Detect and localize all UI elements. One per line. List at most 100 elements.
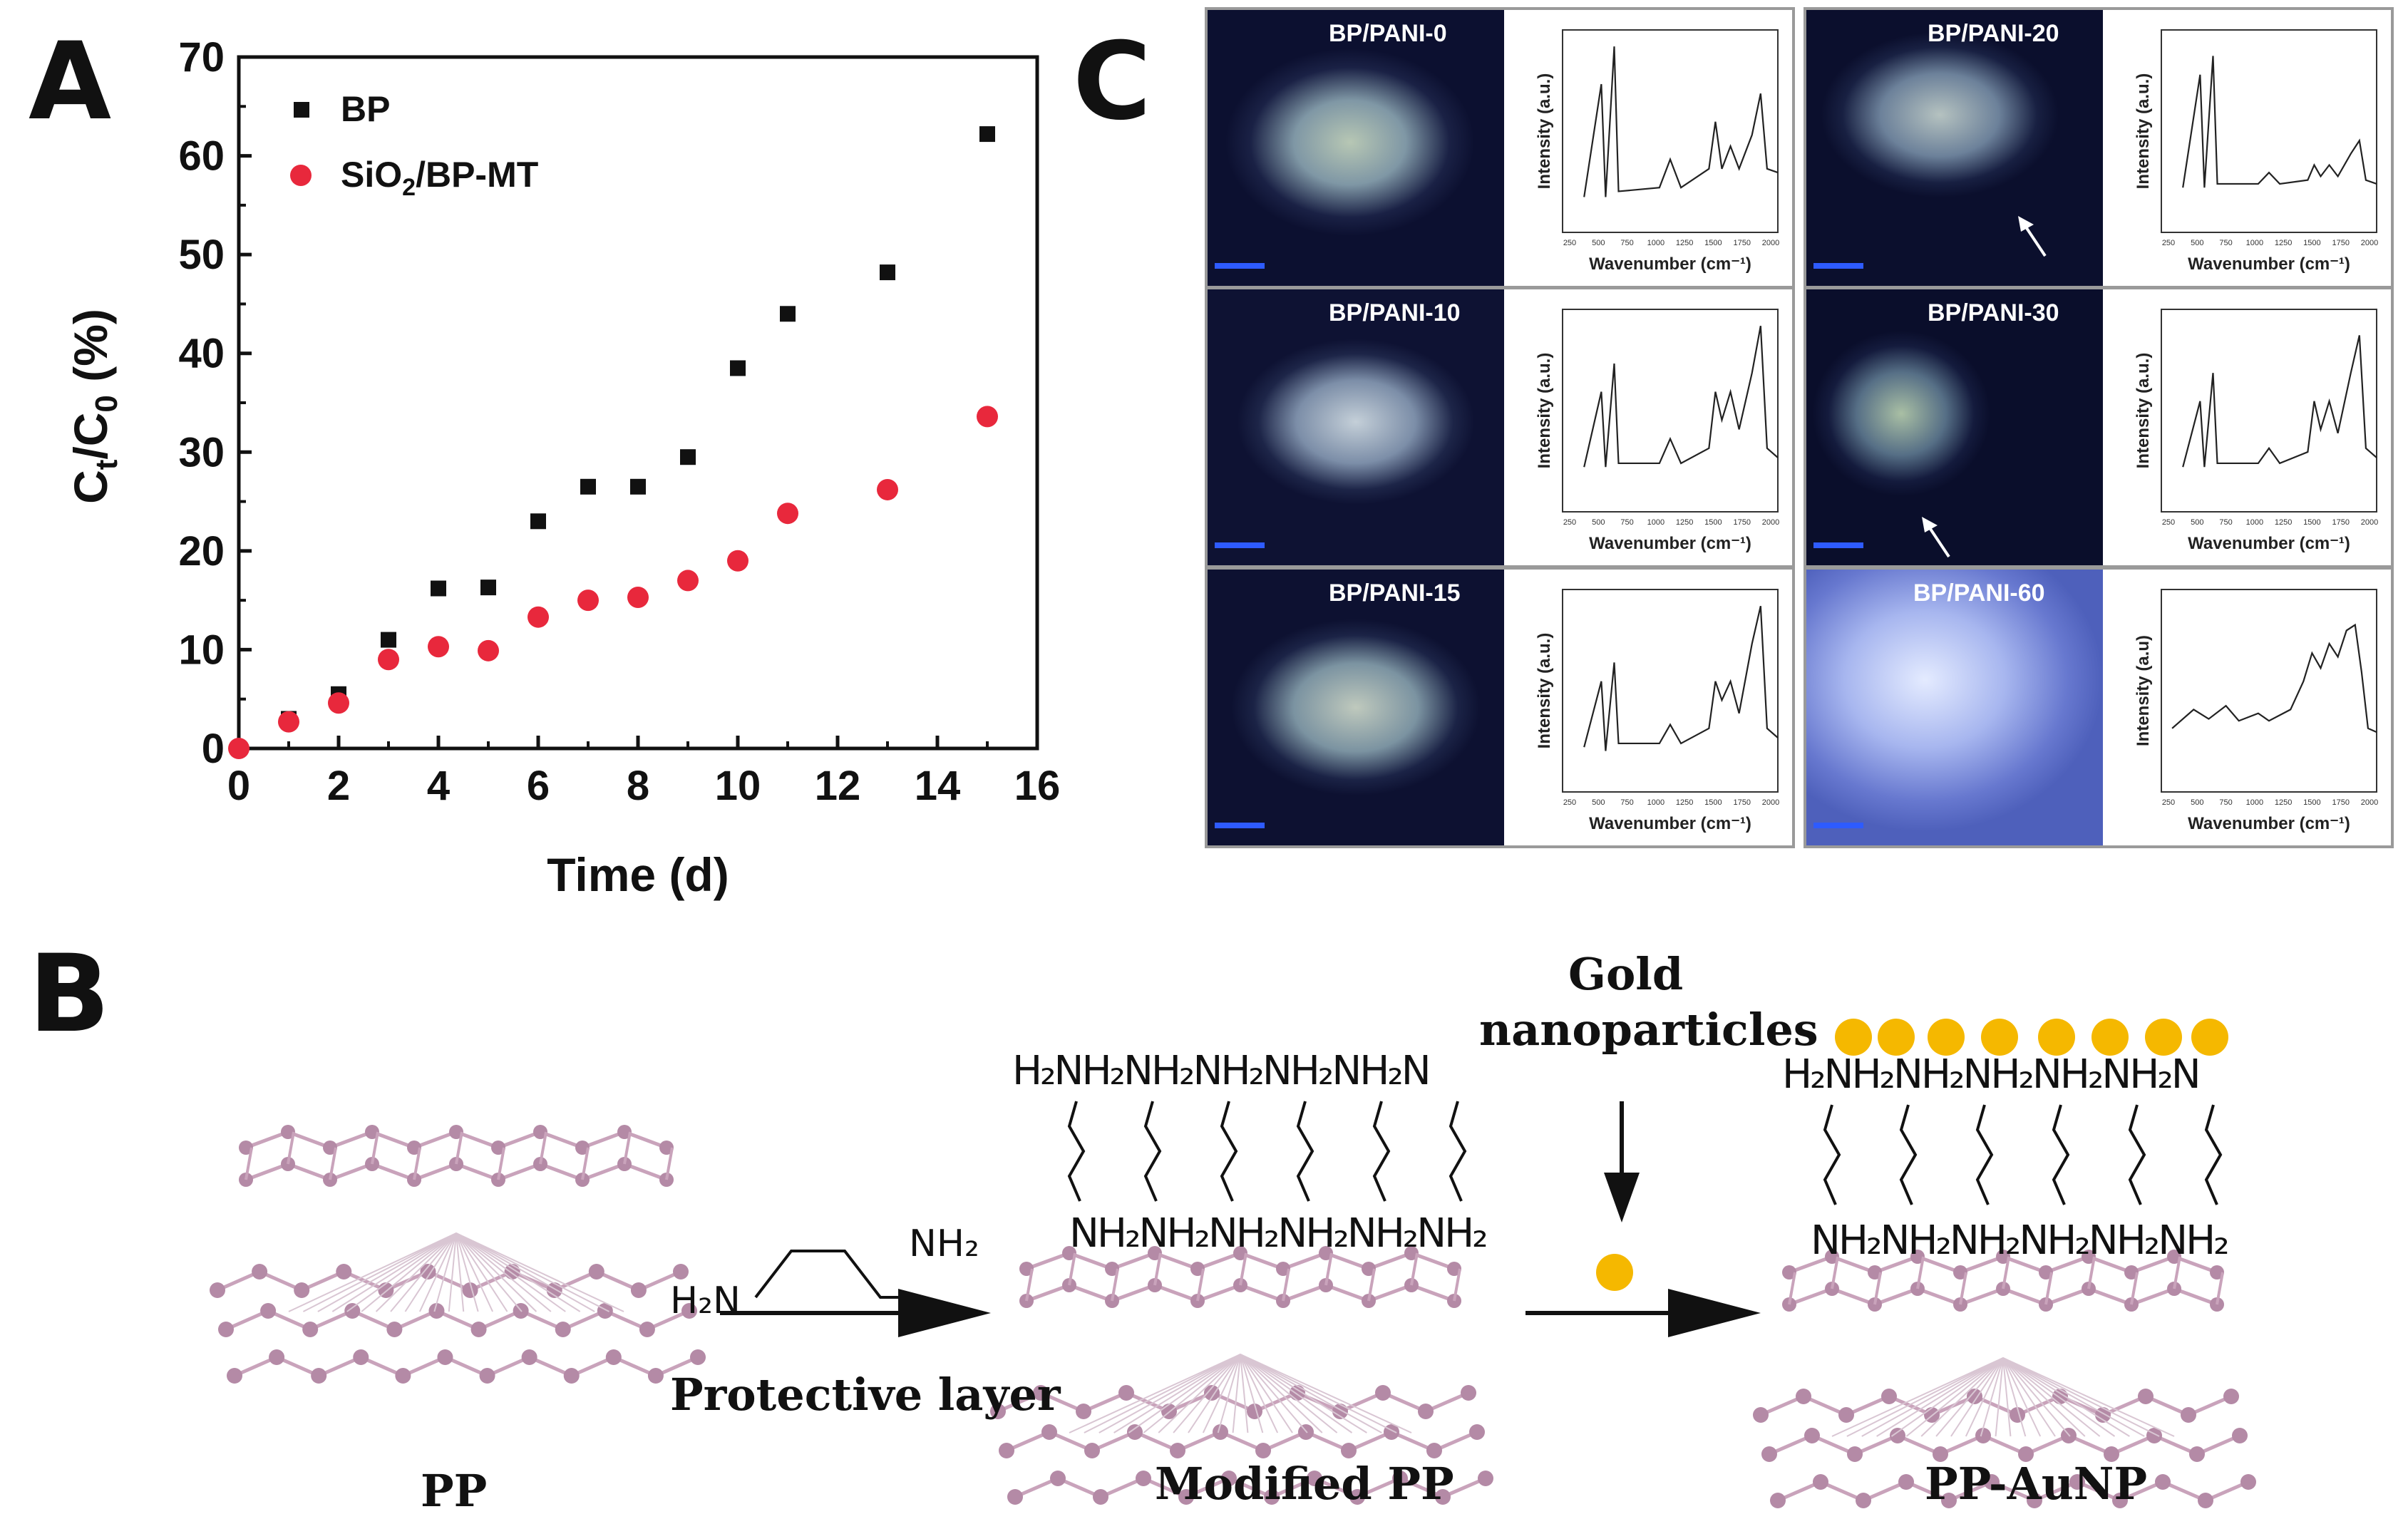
- spectrum-tick-label: 250: [1563, 239, 1576, 247]
- spectrum-y-title: Intensity (a.u.): [2134, 353, 2153, 469]
- legend-label-bp: BP: [341, 89, 390, 129]
- raman-spectrum: 250 500 750 1000 1250 1500 1750 2000 Wavenumber …: [1507, 570, 1792, 845]
- point-sio2-bp-mt: [627, 586, 649, 608]
- spectrum-tick-label: 2000: [2361, 798, 2378, 807]
- x-tick-label: 6: [527, 763, 550, 809]
- spectrum-tick-label: 1250: [1676, 798, 1693, 807]
- spectrum-tick-label: 750: [2219, 239, 2232, 247]
- scale-bar: [1215, 263, 1265, 269]
- micrograph-image: BP/PANI-60: [1806, 570, 2103, 845]
- micrograph-image: BP/PANI-20: [1806, 10, 2103, 286]
- sample-label: BP/PANI-20: [1928, 20, 2059, 47]
- spectrum-tick-label: 250: [1563, 518, 1576, 527]
- micrograph-image: BP/PANI-30: [1806, 289, 2103, 565]
- point-bp: [979, 126, 995, 143]
- spectrum-tick-label: 250: [2162, 798, 2175, 807]
- spectrum-tick-label: 1250: [1676, 239, 1693, 247]
- linker-chain: [1823, 1104, 1841, 1205]
- gold-nanoparticle: [2191, 1019, 2228, 1056]
- linker-chain: [1449, 1101, 1467, 1202]
- linker-chain: [1067, 1101, 1086, 1202]
- spectrum-frame: [2161, 309, 2377, 513]
- spectrum-line: [2182, 56, 2377, 188]
- protective-layer-label: Protective layer: [670, 1369, 1061, 1421]
- point-bp: [381, 632, 396, 648]
- schematic-panel: H₂N NH₂ H₂NH₂NH₂NH₂NH₂NH₂N NH₂NH₂NH₂NH₂N…: [0, 898, 2408, 1524]
- point-sio2-bp-mt: [378, 649, 399, 671]
- pp-label: PP: [421, 1465, 488, 1517]
- scale-bar: [1215, 542, 1265, 548]
- sample-panel: BP/PANI-0 250 500 750 1000 1250 1500 1750 2000 Wa…: [1205, 7, 1795, 289]
- spectrum-frame: [2161, 589, 2377, 793]
- y-axis-title: Ct/C0 (%): [64, 309, 124, 504]
- x-axis-title: Time (d): [547, 848, 729, 901]
- spectrum-y-title: Intensity (a.u.): [1535, 73, 1554, 190]
- release-scatter-chart: 0 2 4 6 8 10 12 14 16 0 10 20 30 40 50 60 70 Time (d) Ct…: [64, 34, 1061, 901]
- scale-bar: [1813, 823, 1863, 828]
- linker-chain: [1220, 1101, 1238, 1202]
- spectrum-x-title: Wavenumber (cm⁻¹): [2188, 534, 2350, 553]
- x-tick-label: 4: [427, 763, 450, 809]
- schematic-drawing: [210, 1019, 2256, 1508]
- spectrum-y-title: Intensity (a.u): [2134, 635, 2153, 746]
- sample-panel: BP/PANI-60 250 500 750 1000 1250 1500 1750 2000 W…: [1804, 567, 2394, 848]
- spectrum-tick-label: 2000: [1762, 798, 1779, 807]
- point-bp: [780, 306, 796, 322]
- spectrum-tick-label: 1000: [2246, 798, 2263, 807]
- point-bp: [431, 580, 446, 597]
- spectrum-tick-label: 1500: [1704, 518, 1722, 527]
- spectrum-tick-label: 1250: [2275, 518, 2292, 527]
- spectrum-tick-label: 1500: [2303, 518, 2320, 527]
- sample-label: BP/PANI-10: [1329, 299, 1461, 326]
- point-bp: [680, 449, 696, 465]
- y-tick-label: 70: [178, 34, 225, 81]
- y-tick-label: 30: [178, 429, 225, 475]
- spectrum-tick-label: 2000: [2361, 518, 2378, 527]
- scale-bar: [1215, 823, 1265, 828]
- arrow-gold-deposition: [1525, 1289, 1761, 1337]
- spectrum-x-title: Wavenumber (cm⁻¹): [1589, 254, 1751, 274]
- sample-label: BP/PANI-30: [1928, 299, 2059, 326]
- x-tick-label: 16: [1014, 763, 1061, 809]
- spectrum-tick-label: 750: [1620, 798, 1633, 807]
- gold-nanoparticle: [1928, 1019, 1965, 1056]
- spectrum-tick-label: 1000: [1647, 518, 1664, 527]
- gold-nanoparticle: [1878, 1019, 1915, 1056]
- modified-pp-label: Modified PP: [1155, 1458, 1454, 1510]
- raman-spectrum: 250 500 750 1000 1250 1500 1750 2000 Wavenumber …: [2106, 10, 2391, 286]
- y-tick-label: 20: [178, 528, 225, 575]
- sample-label: BP/PANI-15: [1329, 580, 1461, 607]
- raman-spectrum: 250 500 750 1000 1250 1500 1750 2000 Wavenumber …: [2106, 570, 2391, 845]
- spectrum-tick-label: 500: [2191, 239, 2203, 247]
- point-sio2-bp-mt: [328, 692, 349, 714]
- gold-label-line1: Gold: [1568, 948, 1684, 1000]
- y-tick-label: 60: [178, 133, 225, 180]
- spectrum-tick-label: 1250: [2275, 798, 2292, 807]
- legend-marker-bp: [294, 102, 309, 118]
- spectrum-line: [1583, 326, 1779, 468]
- sample-panel: BP/PANI-20 250 500 750 1000 1250 1500 1750 2000 W…: [1804, 7, 2394, 289]
- spectrum-x-title: Wavenumber (cm⁻¹): [1589, 814, 1751, 833]
- spectrum-frame: [1562, 589, 1779, 793]
- spectrum-tick-label: 750: [2219, 518, 2232, 527]
- point-bp: [730, 360, 746, 376]
- y-tick-label: 40: [178, 331, 225, 377]
- x-tick-label: 10: [715, 763, 761, 809]
- spectrum-tick-label: 1750: [2332, 798, 2349, 807]
- spectrum-frame: [2161, 29, 2377, 233]
- diamine-chain: [754, 1250, 909, 1299]
- gold-nanoparticle: [1835, 1019, 1872, 1056]
- micrograph-image: BP/PANI-15: [1208, 570, 1504, 845]
- spectrum-tick-label: 1000: [1647, 239, 1664, 247]
- spectrum-tick-label: 1500: [1704, 239, 1722, 247]
- linker-chain: [1975, 1104, 1994, 1205]
- pp-aunp-lattice: [1753, 1250, 2256, 1508]
- diamine-right-amine: NH₂: [909, 1222, 979, 1265]
- point-sio2-bp-mt: [977, 406, 998, 428]
- spectrum-x-title: Wavenumber (cm⁻¹): [2188, 254, 2350, 274]
- modified-pp-top-amines: H₂NH₂NH₂NH₂NH₂NH₂N: [1012, 1048, 1431, 1094]
- point-sio2-bp-mt: [727, 550, 748, 572]
- spectrum-y-title: Intensity (a.u.): [1535, 633, 1554, 749]
- spectrum-tick-label: 500: [2191, 518, 2203, 527]
- point-bp: [580, 478, 596, 495]
